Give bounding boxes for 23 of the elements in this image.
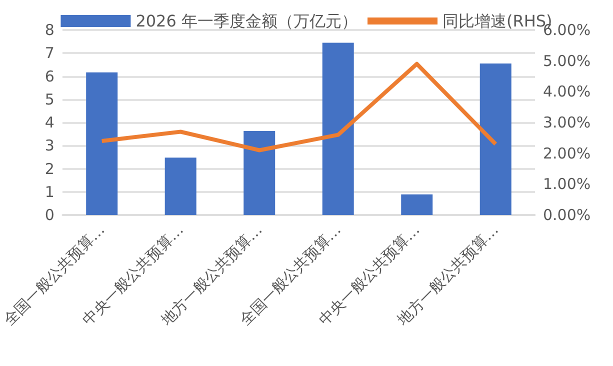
- y-tick-label: 2: [44, 160, 54, 178]
- bar: [322, 42, 354, 215]
- y-tick-label: 3: [44, 136, 54, 155]
- y-tick-label: 4: [44, 114, 54, 132]
- y-tick-label: 0: [44, 206, 54, 224]
- y-tick-label: 6: [44, 67, 54, 86]
- bar: [244, 131, 276, 215]
- bar: [480, 64, 512, 215]
- y2-tick-label: 3.00%: [543, 114, 591, 132]
- line-series: [100, 62, 498, 152]
- y2-tick-label: 0.00%: [543, 206, 591, 224]
- y-tick-label: 7: [44, 44, 54, 62]
- y2-tick-label: 4.00%: [543, 82, 591, 101]
- y2-tick-label: 5.00%: [543, 52, 591, 70]
- bar: [164, 158, 196, 215]
- bar: [401, 194, 433, 215]
- y2-tick-label: 1.00%: [543, 175, 591, 194]
- y-tick-label: 5: [44, 90, 54, 108]
- legend-label: 2026 年一季度金额（万亿元）: [136, 12, 358, 30]
- bar: [86, 72, 118, 215]
- y2-tick-label: 2.00%: [543, 144, 591, 162]
- y-tick-label: 8: [44, 21, 54, 39]
- y-tick-label: 1: [44, 182, 54, 201]
